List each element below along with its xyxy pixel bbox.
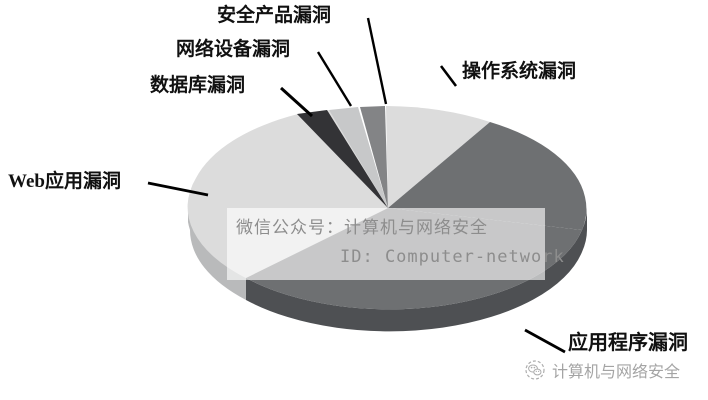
leader-line-database: [279, 86, 314, 118]
slice-operating-system[interactable]: [388, 122, 587, 230]
slice-upper-right-light[interactable]: [386, 106, 490, 208]
label-operating-system: 操作系统漏洞: [462, 61, 577, 82]
brand-watermark: 计算机与网络安全: [525, 358, 680, 382]
leader-line-operating-system: [439, 65, 458, 87]
leader-line-web-application: [147, 181, 209, 197]
side-wall-app: [246, 230, 582, 332]
label-network-device: 网络设备漏洞: [176, 39, 291, 60]
label-application-program: 应用程序漏洞: [568, 332, 688, 354]
wechat-icon: [525, 360, 545, 380]
brand-watermark-text: 计算机与网络安全: [552, 364, 681, 381]
leader-line-application: [524, 328, 566, 354]
watermark-line-id: ID: Computer-network: [340, 247, 565, 267]
label-web-application: Web应用漏洞: [8, 171, 121, 192]
label-database: 数据库漏洞: [150, 75, 246, 96]
leader-lines: [147, 17, 566, 354]
slice-database[interactable]: [297, 110, 388, 208]
leader-line-security-product: [366, 17, 388, 105]
side-wall-right: [582, 208, 587, 252]
slice-network-device[interactable]: [329, 107, 388, 208]
leader-line-network-device: [316, 51, 353, 107]
slice-security-product[interactable]: [360, 106, 388, 208]
label-security-product: 安全产品漏洞: [217, 5, 332, 26]
watermark-line-account: 微信公众号：计算机与网络安全: [236, 218, 488, 238]
